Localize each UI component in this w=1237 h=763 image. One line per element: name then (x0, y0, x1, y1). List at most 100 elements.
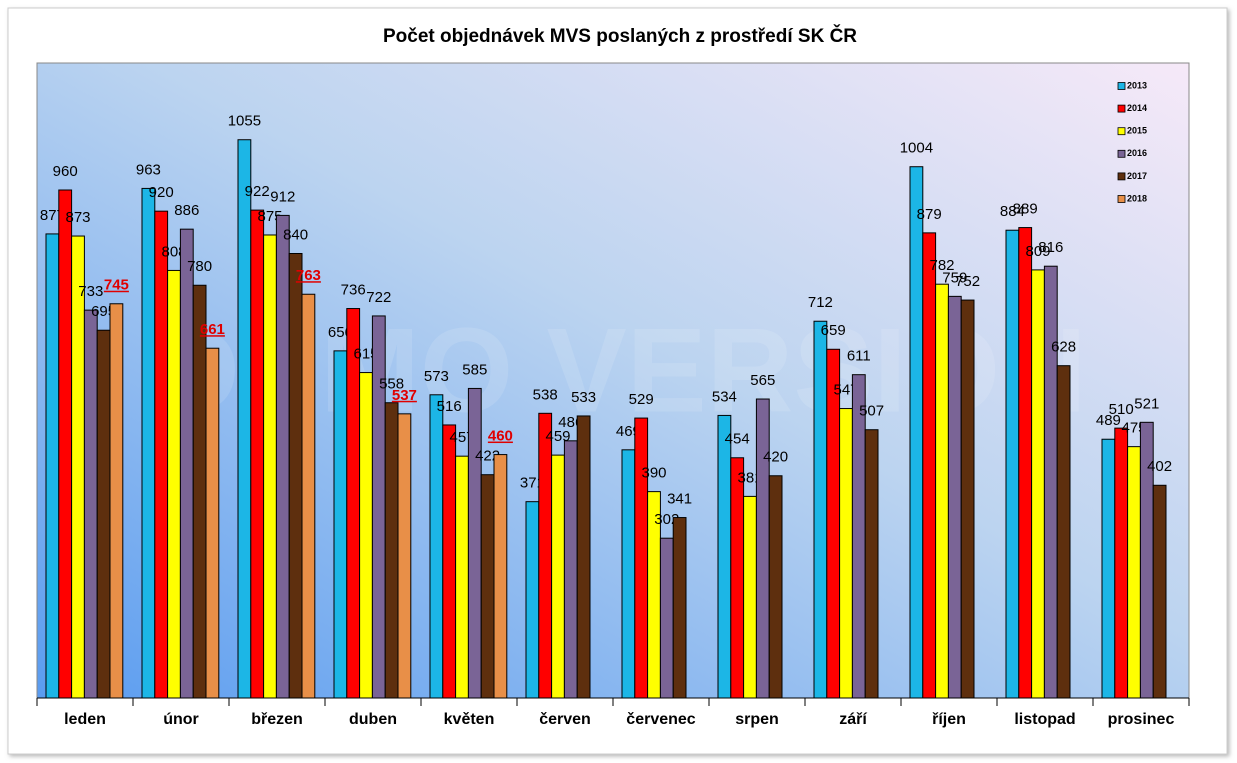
bar (237, 139, 252, 699)
bar (1005, 229, 1020, 699)
data-label: 565 (750, 372, 775, 389)
bar (576, 415, 591, 699)
data-label: 489 (1096, 412, 1121, 429)
bar (346, 308, 361, 699)
legend-swatch (1117, 149, 1126, 158)
bar (71, 235, 85, 699)
data-label: 840 (283, 226, 308, 243)
bar (730, 457, 745, 699)
data-label: 534 (712, 388, 737, 405)
data-label: 659 (821, 322, 846, 339)
data-label: 1004 (900, 140, 933, 157)
bar (1114, 427, 1129, 699)
x-tick-label: listopad (1014, 711, 1075, 728)
bar (359, 372, 373, 699)
data-label: 516 (437, 398, 462, 415)
data-label: 573 (424, 368, 449, 385)
bar (467, 387, 482, 699)
bar (250, 209, 265, 699)
data-label: 745 (104, 277, 129, 294)
bar (551, 454, 565, 699)
bar (1018, 227, 1033, 699)
bar (205, 347, 220, 699)
x-tick-label: červenec (626, 711, 695, 728)
legend-swatch (1117, 195, 1126, 203)
data-label: 879 (917, 206, 942, 223)
bar (851, 374, 866, 699)
bar (301, 293, 316, 699)
legend-label: 2018 (1127, 193, 1147, 203)
data-label: 780 (187, 258, 212, 275)
bar (154, 210, 169, 699)
data-label: 960 (53, 163, 78, 180)
bar (717, 414, 732, 699)
data-label: 886 (174, 202, 199, 219)
legend-swatch (1117, 127, 1126, 136)
data-label: 736 (341, 282, 366, 299)
bar (960, 299, 975, 699)
bar (621, 449, 636, 699)
bar (1127, 446, 1141, 699)
data-label: 963 (136, 161, 161, 178)
x-tick-label: prosinec (1108, 711, 1175, 728)
data-label: 510 (1109, 401, 1134, 418)
data-label: 533 (571, 389, 596, 406)
data-label: 733 (78, 283, 103, 300)
data-label: 460 (488, 428, 513, 445)
bar (442, 424, 457, 699)
data-label: 884 (1000, 203, 1025, 220)
plot-area (36, 62, 1190, 699)
bar (192, 284, 207, 699)
bar (275, 214, 290, 699)
data-label: 538 (533, 386, 558, 403)
bar (333, 350, 348, 699)
bar (58, 189, 73, 699)
data-label: 816 (1038, 239, 1063, 256)
x-tick-label: květen (444, 711, 495, 728)
bar (1043, 265, 1058, 699)
bar (672, 517, 687, 699)
bar (1031, 269, 1045, 699)
bar (1101, 438, 1116, 699)
data-label: 722 (366, 289, 391, 306)
legend-label: 2013 (1127, 80, 1147, 90)
x-tick-label: březen (251, 711, 303, 728)
legend-label: 2015 (1127, 126, 1147, 136)
x-tick-label: srpen (735, 711, 779, 728)
data-label: 420 (763, 449, 788, 466)
legend-label: 2016 (1127, 148, 1147, 158)
x-tick-label: říjen (932, 711, 966, 728)
data-label: 558 (379, 376, 404, 393)
legend-swatch (1117, 104, 1126, 113)
bar (563, 440, 578, 699)
bar (922, 232, 937, 699)
data-label: 585 (462, 361, 487, 378)
bar (45, 233, 60, 699)
bar (167, 269, 181, 699)
bar (864, 429, 879, 699)
bar (813, 320, 828, 699)
data-label: 341 (667, 491, 692, 508)
data-label: 454 (725, 431, 750, 448)
legend-swatch (1117, 82, 1126, 90)
bar (263, 234, 277, 699)
data-label: 628 (1051, 339, 1076, 356)
bar (493, 454, 508, 699)
bar (538, 412, 553, 699)
x-tick-label: leden (64, 711, 106, 728)
bar (141, 187, 156, 699)
data-label: 763 (296, 267, 321, 284)
data-label: 402 (1147, 458, 1172, 475)
data-label: 912 (270, 188, 295, 205)
bar (109, 303, 124, 699)
data-label: 507 (859, 403, 884, 420)
data-label: 661 (200, 321, 225, 338)
data-label: 782 (929, 257, 954, 274)
data-label: 390 (641, 465, 666, 482)
data-label: 873 (65, 209, 90, 226)
bar (659, 537, 674, 699)
bar (909, 166, 924, 699)
bar (429, 394, 444, 699)
bar (371, 315, 386, 699)
x-tick-label: září (839, 711, 867, 728)
